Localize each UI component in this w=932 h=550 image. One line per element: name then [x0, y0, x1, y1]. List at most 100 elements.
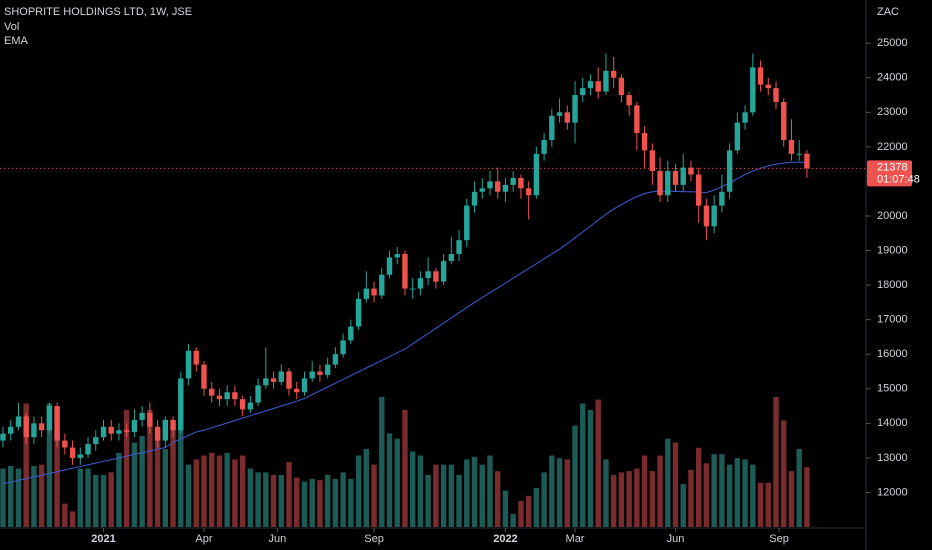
candle-body — [15, 416, 22, 427]
candle-body — [734, 122, 741, 151]
candle-body — [549, 115, 555, 140]
volume-bar — [425, 475, 431, 527]
candle-body — [394, 253, 400, 258]
volume-bar — [46, 403, 53, 527]
candle-body — [525, 188, 532, 196]
candle-body — [93, 437, 99, 445]
candle-body — [154, 426, 161, 441]
candle-body — [340, 340, 346, 355]
y-tick-label: 15000 — [877, 383, 908, 395]
x-tick-label: Jun — [269, 533, 287, 545]
candle-body — [247, 402, 254, 410]
candle-body — [201, 364, 207, 389]
x-tick-label: 2021 — [91, 533, 115, 545]
candle-body — [634, 105, 640, 134]
volume-bar — [417, 455, 424, 527]
candle-body — [62, 440, 68, 448]
volume-bar — [294, 477, 300, 527]
y-tick-label: 19000 — [877, 244, 908, 256]
y-tick-label: 14000 — [877, 417, 908, 429]
volume-bar — [773, 397, 779, 527]
candle-body — [541, 139, 547, 154]
indicator-label: EMA — [4, 35, 29, 47]
candle-body — [649, 150, 656, 172]
volume-bar — [641, 455, 648, 527]
candle-body — [317, 371, 323, 375]
volume-bar — [448, 464, 455, 527]
candle-body — [324, 364, 331, 375]
volume-bar — [518, 501, 524, 527]
candle-body — [232, 392, 238, 400]
volume-bar — [100, 475, 107, 527]
ema-line — [2, 161, 807, 485]
x-tick-label: 2022 — [493, 533, 517, 545]
volume-bar — [23, 403, 29, 527]
candle-body — [781, 101, 787, 140]
candle-body — [433, 271, 439, 282]
volume-bar — [255, 472, 261, 527]
volume-bar — [765, 482, 771, 527]
candle-body — [371, 288, 377, 296]
candle-body — [185, 350, 192, 379]
volume-bar — [355, 455, 362, 527]
candle-body — [425, 271, 431, 279]
candle-body — [286, 371, 292, 389]
candle-body — [409, 288, 416, 290]
candle-body — [556, 112, 563, 116]
volume-bar — [93, 475, 99, 527]
candle-body — [46, 406, 53, 431]
volume-bar — [178, 420, 184, 527]
volume-bar — [657, 455, 663, 527]
candle-body — [69, 447, 76, 458]
volume-bar — [131, 442, 138, 527]
candle-body — [224, 392, 230, 400]
volume-bar — [139, 436, 145, 527]
volume-bar — [781, 420, 787, 527]
candle-body — [456, 240, 462, 254]
candle-body — [471, 191, 478, 206]
candle-body — [618, 77, 625, 96]
candle-body — [139, 412, 145, 420]
candle-body — [301, 378, 308, 393]
candle-body — [587, 81, 594, 89]
candle-body — [209, 388, 215, 396]
volume-bar — [479, 464, 485, 527]
candle-body — [193, 350, 199, 365]
candle-body — [332, 354, 339, 365]
x-tick-label: Sep — [769, 533, 789, 545]
y-tick-label: 12000 — [877, 486, 908, 498]
candle-body — [680, 167, 686, 185]
volume-bar — [471, 456, 478, 527]
candle-layer — [0, 53, 810, 465]
volume-bar — [147, 410, 153, 527]
volume-bar — [610, 475, 617, 527]
candle-body — [711, 205, 717, 227]
volume-bar — [154, 429, 161, 527]
volume-bar — [270, 475, 277, 527]
candle-body — [703, 205, 710, 227]
candle-body — [448, 253, 455, 261]
volume-bar — [324, 475, 331, 527]
ema-layer — [0, 161, 866, 485]
candle-body — [672, 171, 679, 185]
volume-bar — [618, 472, 625, 527]
countdown-label: 01:07:48 — [877, 173, 920, 185]
volume-bar — [711, 454, 717, 527]
volume-bar — [510, 514, 516, 527]
volume-bar — [108, 472, 114, 527]
candle-body — [665, 171, 671, 196]
candle-body — [0, 433, 6, 441]
candle-body — [788, 139, 795, 154]
candle-body — [402, 253, 408, 289]
volume-bar — [8, 465, 14, 527]
volume-bar — [232, 459, 238, 527]
candle-body — [603, 70, 609, 92]
x-tick-label: Sep — [364, 533, 384, 545]
candle-body — [147, 412, 153, 427]
candle-body — [804, 153, 810, 169]
candle-body — [440, 260, 447, 282]
y-tick-label: 24000 — [877, 72, 908, 84]
volume-bar — [649, 471, 656, 527]
candle-body — [270, 378, 277, 382]
